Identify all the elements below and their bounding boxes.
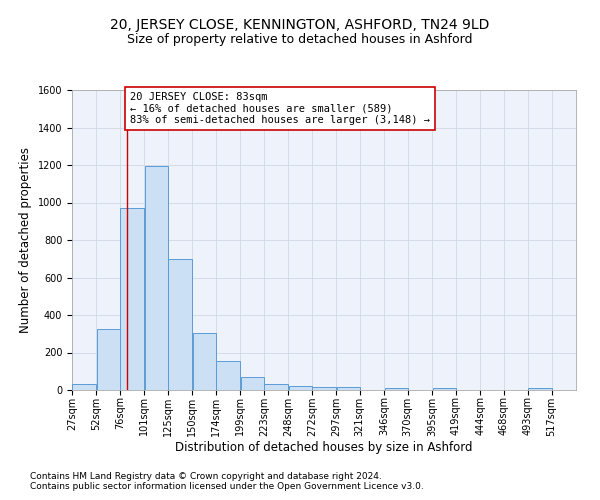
Text: Contains public sector information licensed under the Open Government Licence v3: Contains public sector information licen… <box>30 482 424 491</box>
Bar <box>433 388 456 390</box>
Bar <box>121 208 144 390</box>
Bar <box>264 384 288 390</box>
Bar <box>145 166 169 390</box>
Bar <box>312 387 336 390</box>
Bar <box>385 388 408 390</box>
Bar <box>289 386 313 390</box>
Y-axis label: Number of detached properties: Number of detached properties <box>19 147 32 333</box>
Bar <box>97 329 121 390</box>
Bar <box>168 259 192 390</box>
Bar <box>216 361 240 390</box>
Text: 20, JERSEY CLOSE, KENNINGTON, ASHFORD, TN24 9LD: 20, JERSEY CLOSE, KENNINGTON, ASHFORD, T… <box>110 18 490 32</box>
X-axis label: Distribution of detached houses by size in Ashford: Distribution of detached houses by size … <box>175 442 473 454</box>
Text: 20 JERSEY CLOSE: 83sqm
← 16% of detached houses are smaller (589)
83% of semi-de: 20 JERSEY CLOSE: 83sqm ← 16% of detached… <box>130 92 430 125</box>
Bar <box>193 333 217 390</box>
Bar <box>337 387 361 390</box>
Bar <box>529 388 552 390</box>
Bar <box>241 377 265 390</box>
Text: Size of property relative to detached houses in Ashford: Size of property relative to detached ho… <box>127 32 473 46</box>
Bar <box>73 384 96 390</box>
Text: Contains HM Land Registry data © Crown copyright and database right 2024.: Contains HM Land Registry data © Crown c… <box>30 472 382 481</box>
